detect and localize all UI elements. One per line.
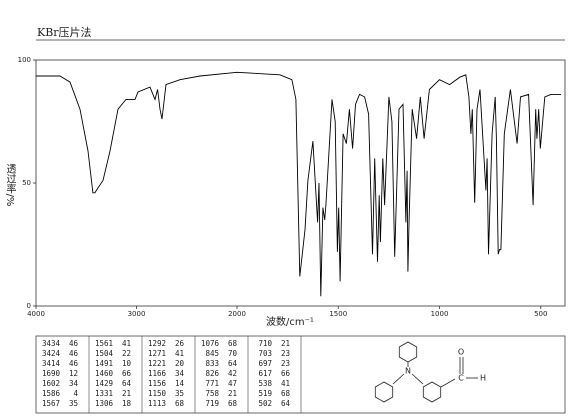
y-tick-label: 50 [22,179,31,187]
peak-transmittance: 42 [228,369,237,378]
peak-wavenumber: 1076 [201,339,220,348]
peak-wavenumber: 1221 [148,359,166,368]
x-tick-label: 3000 [128,310,146,318]
x-tick-label: 2000 [228,310,246,318]
peak-wavenumber: 1292 [148,339,166,348]
benzene-ring [374,381,394,403]
bond [392,373,405,385]
peak-wavenumber: 697 [258,359,272,368]
peak-transmittance: 21 [122,389,131,398]
peak-transmittance: 22 [122,349,131,358]
peak-transmittance: 21 [281,339,290,348]
peak-transmittance: 21 [228,389,237,398]
peak-wavenumber: 1113 [148,399,166,408]
peak-transmittance: 70 [228,349,238,358]
x-tick-label: 4000 [27,310,45,318]
peak-wavenumber: 502 [258,399,272,408]
benzene-ring [422,381,442,403]
bond [411,373,424,385]
y-tick-label: 100 [18,56,31,64]
benzene-ring [398,341,418,363]
table-frame [35,335,566,414]
peak-transmittance: 14 [175,379,185,388]
peak-wavenumber: 3424 [42,349,61,358]
peak-wavenumber: 1331 [95,389,113,398]
peak-transmittance: 66 [122,369,132,378]
atom-label: N [405,367,411,376]
peak-transmittance: 46 [69,349,79,358]
peak-transmittance: 12 [69,369,78,378]
atom-label: H [480,374,486,383]
peak-transmittance: 23 [281,349,290,358]
peak-wavenumber: 1150 [148,389,167,398]
peak-wavenumber: 719 [205,399,219,408]
peak-wavenumber: 1156 [148,379,167,388]
y-tick-label: 0 [27,302,31,310]
peak-wavenumber: 1504 [95,349,114,358]
peak-transmittance: 41 [281,379,290,388]
peak-wavenumber: 1567 [42,399,60,408]
peak-transmittance: 18 [122,399,132,408]
peak-wavenumber: 703 [258,349,272,358]
peak-wavenumber: 1306 [95,399,114,408]
peak-wavenumber: 3434 [42,339,61,348]
peak-wavenumber: 1166 [148,369,167,378]
peak-wavenumber: 710 [258,339,272,348]
peak-transmittance: 47 [228,379,237,388]
peak-transmittance: 68 [175,399,185,408]
bond [440,378,456,388]
peak-wavenumber: 845 [205,349,219,358]
peak-transmittance: 64 [122,379,132,388]
peak-transmittance: 46 [69,339,79,348]
x-tick-label: 1000 [431,310,449,318]
peak-wavenumber: 3414 [42,359,61,368]
peak-wavenumber: 758 [205,389,219,398]
x-tick-label: 500 [534,310,547,318]
peak-wavenumber: 771 [205,379,219,388]
peak-wavenumber: 617 [258,369,272,378]
peak-transmittance: 26 [175,339,185,348]
peak-wavenumber: 1460 [95,369,114,378]
peak-wavenumber: 1690 [42,369,61,378]
peak-transmittance: 64 [228,359,238,368]
peak-wavenumber: 519 [258,389,272,398]
chart-title: KBr压片法 [37,25,92,39]
peak-transmittance: 34 [69,379,79,388]
peak-transmittance: 68 [228,339,238,348]
atom-label: C [458,374,464,383]
peak-wavenumber: 1429 [95,379,113,388]
peak-transmittance: 41 [175,349,184,358]
peak-transmittance: 68 [281,389,291,398]
x-tick-label: 1500 [329,310,347,318]
peak-transmittance: 68 [228,399,238,408]
peak-transmittance: 35 [175,389,184,398]
peak-wavenumber: 833 [205,359,219,368]
spectrum-line [36,71,561,297]
peak-wavenumber: 1602 [42,379,60,388]
peak-wavenumber: 1561 [95,339,113,348]
y-axis-label: 透过率/% [4,163,16,206]
x-axis-label: 波数/cm⁻¹ [266,315,314,328]
peak-transmittance: 66 [281,369,291,378]
peak-transmittance: 20 [175,359,185,368]
peak-transmittance: 10 [122,359,132,368]
peak-wavenumber: 1271 [148,349,166,358]
peak-wavenumber: 826 [205,369,219,378]
peak-transmittance: 34 [175,369,185,378]
peak-transmittance: 64 [281,399,291,408]
peak-transmittance: 23 [281,359,290,368]
peak-wavenumber: 538 [258,379,272,388]
peak-wavenumber: 1491 [95,359,113,368]
peak-transmittance: 4 [73,389,78,398]
atom-label: O [458,348,464,357]
peak-transmittance: 35 [69,399,78,408]
peak-transmittance: 46 [69,359,79,368]
peak-wavenumber: 1586 [42,389,61,398]
peak-transmittance: 41 [122,339,131,348]
